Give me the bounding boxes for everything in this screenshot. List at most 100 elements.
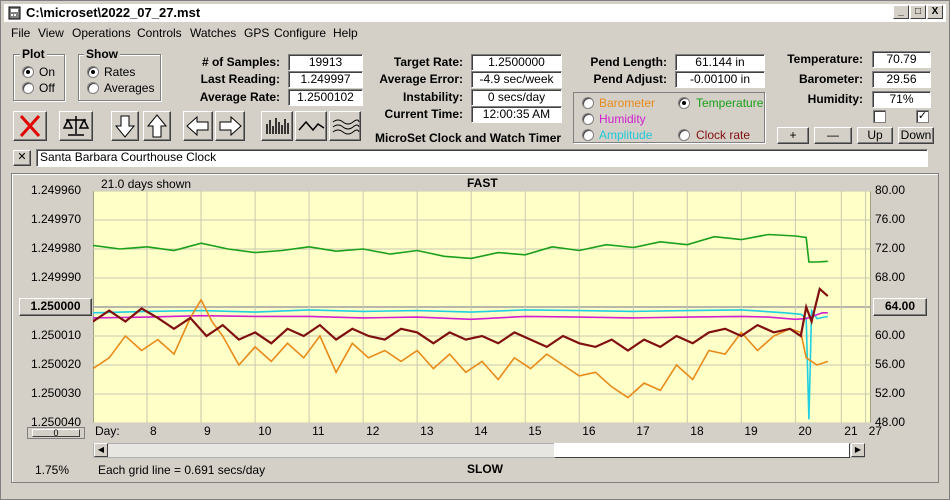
menu-gps[interactable]: GPS <box>244 26 270 40</box>
down-arrow-button[interactable] <box>111 111 139 141</box>
x-tick-label: 20 <box>798 424 812 438</box>
minus-button[interactable]: — <box>814 127 852 144</box>
menu-watches[interactable]: Watches <box>190 26 237 40</box>
series-barometer <box>93 298 829 399</box>
chart-frame <box>11 173 939 483</box>
instability-value: 0 secs/day <box>471 89 562 106</box>
plot-on-label: On <box>39 65 56 79</box>
y-right-tick: 60.00 <box>875 328 906 342</box>
x-axis-label: Day: <box>95 424 120 438</box>
line-chart-button[interactable] <box>295 111 327 141</box>
y-left-tick: 1.250030 <box>31 386 82 400</box>
x-tick-label: 10 <box>258 424 272 438</box>
wave-button[interactable] <box>329 111 361 141</box>
line-chart-icon <box>298 120 325 132</box>
arrow-right-icon <box>219 115 242 137</box>
overlay-barometer-radio[interactable] <box>582 97 594 109</box>
clock-name-field[interactable]: Santa Barbara Courthouse Clock <box>36 149 928 167</box>
show-group-title: Show <box>84 47 120 61</box>
x-tick-label: 11 <box>312 424 325 438</box>
left-arrow-button[interactable] <box>183 111 213 141</box>
plot-on-radio[interactable] <box>22 66 34 78</box>
overlay-clockrate-radio[interactable] <box>678 129 690 141</box>
up-button[interactable]: Up <box>857 127 893 144</box>
menu-controls[interactable]: Controls <box>137 26 182 40</box>
last-reading-label: Last Reading: <box>200 72 280 86</box>
clear-clock-button[interactable]: ✕ <box>13 150 31 166</box>
pend-adjust-label: Pend Adjust: <box>593 72 667 86</box>
zoom-slider-thumb[interactable]: 0 <box>32 429 80 438</box>
checkbox-left[interactable] <box>873 110 886 123</box>
y-right-tick: 76.00 <box>875 212 906 226</box>
menu-file[interactable]: File <box>11 26 31 40</box>
overlay-humidity-radio[interactable] <box>582 113 594 125</box>
app-name: MicroSet Clock and Watch Timer <box>375 131 562 145</box>
x-tick-label: 14 <box>474 424 488 438</box>
x-tick-label: 15 <box>528 424 542 438</box>
plot-group-title: Plot <box>20 47 47 61</box>
minimize-button[interactable]: _ <box>893 5 909 19</box>
average-error-label: Average Error: <box>379 72 463 86</box>
right-arrow-button[interactable] <box>215 111 245 141</box>
overlay-amplitude-radio[interactable] <box>582 129 594 141</box>
y-right-tick: 68.00 <box>875 270 906 284</box>
show-averages-label: Averages <box>104 81 155 95</box>
plot-off-radio[interactable] <box>22 82 34 94</box>
days-shown-label: 21.0 days shown <box>101 177 192 191</box>
show-averages-radio[interactable] <box>87 82 99 94</box>
samples-value: 19913 <box>288 54 363 71</box>
scroll-thumb[interactable] <box>554 443 850 458</box>
checkbox-right[interactable]: ✓ <box>916 110 929 123</box>
title-bar: C:\microset\2022_07_27.mst <box>4 4 946 22</box>
scroll-left-arrow[interactable]: ◀ <box>94 443 108 457</box>
average-rate-value: 1.2500102 <box>288 89 363 106</box>
samples-label: # of Samples: <box>201 55 280 69</box>
fast-label: FAST <box>467 176 498 190</box>
stop-button[interactable] <box>13 111 47 141</box>
y-right-tick: 56.00 <box>875 357 906 371</box>
right-scale-button[interactable]: 64.00 <box>873 298 927 316</box>
target-rate-label: Target Rate: <box>393 55 463 69</box>
menu-help[interactable]: Help <box>333 26 358 40</box>
y-left-tick: 1.250020 <box>31 357 82 371</box>
current-time-value: 12:00:35 AM <box>471 106 562 123</box>
menu-view[interactable]: View <box>38 26 64 40</box>
menu-configure[interactable]: Configure <box>274 26 327 40</box>
scroll-right-arrow[interactable]: ▶ <box>851 443 865 457</box>
average-rate-label: Average Rate: <box>199 90 280 104</box>
pend-length-value: 61.144 in <box>675 54 765 71</box>
barometer-label: Barometer: <box>798 72 863 86</box>
balance-button[interactable] <box>59 111 93 141</box>
show-rates-radio[interactable] <box>87 66 99 78</box>
plot-off-label: Off <box>39 81 55 95</box>
overlay-selector <box>573 92 765 143</box>
x-tick-label: 8 <box>150 424 157 438</box>
left-percent: 1.75% <box>35 463 70 477</box>
overlay-temperature-radio[interactable] <box>678 97 690 109</box>
up-arrow-button[interactable] <box>143 111 171 141</box>
menu-operations[interactable]: Operations <box>72 26 131 40</box>
barometer-value: 29.56 <box>872 71 931 88</box>
arrow-up-icon <box>146 114 168 138</box>
x-tick-label: 21 <box>844 424 858 438</box>
temperature-label: Temperature: <box>787 52 863 66</box>
zoom-slider[interactable]: 0 <box>27 427 85 439</box>
down-button[interactable]: Down <box>898 127 934 144</box>
y-left-tick: 1.249990 <box>31 270 82 284</box>
overlay-barometer-label: Barometer <box>599 96 656 110</box>
pend-length-label: Pend Length: <box>590 55 667 69</box>
plus-button[interactable]: + <box>777 127 809 144</box>
overlay-temperature-label: Temperature <box>696 96 764 110</box>
window-title: C:\microset\2022_07_27.mst <box>26 5 201 20</box>
series-clock_rate <box>93 286 829 352</box>
chart-panel: 21.0 days shown FAST SLOW 1.75% Each gri… <box>11 173 939 483</box>
maximize-button[interactable]: □ <box>910 5 926 19</box>
histogram-button[interactable] <box>261 111 293 141</box>
current-time-label: Current Time: <box>384 107 463 121</box>
close-button[interactable]: X <box>927 5 943 19</box>
chart-plot-area <box>93 191 871 423</box>
humidity-value: 71% <box>872 91 931 108</box>
center-rate-button[interactable]: 1.250000 <box>19 298 92 316</box>
arrow-down-icon <box>114 115 136 138</box>
